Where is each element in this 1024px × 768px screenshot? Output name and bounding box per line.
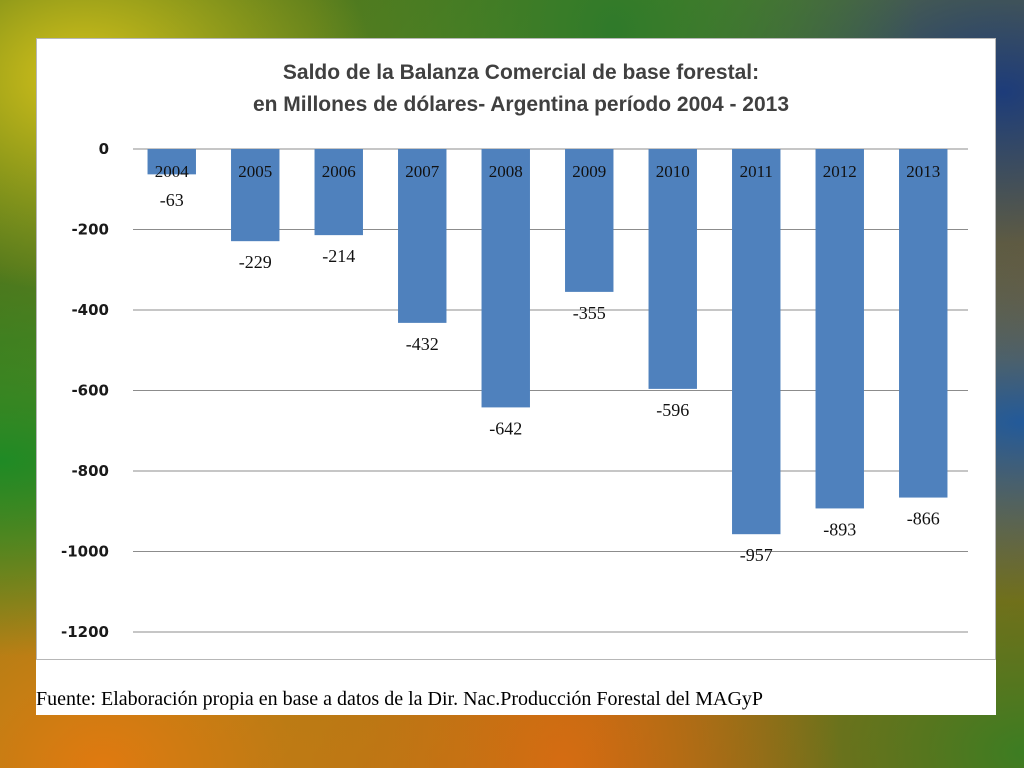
x-tick-label: 2004 — [155, 162, 190, 181]
chart-title: Saldo de la Balanza Comercial de base fo… — [283, 61, 759, 84]
y-tick-label: -200 — [71, 221, 109, 239]
x-tick-label: 2008 — [489, 162, 523, 181]
x-tick-label: 2006 — [322, 162, 356, 181]
data-label: -957 — [740, 545, 773, 565]
bar-2008 — [481, 149, 530, 408]
chart-area: Saldo de la Balanza Comercial de base fo… — [36, 38, 996, 660]
x-tick-label: 2013 — [906, 162, 940, 181]
x-tick-label: 2007 — [405, 162, 440, 181]
x-tick-label: 2012 — [823, 162, 857, 181]
data-label: -866 — [907, 509, 940, 529]
bar-2006 — [314, 149, 363, 236]
bar-2005 — [231, 149, 280, 242]
data-label: -63 — [160, 190, 184, 210]
bar-2013 — [899, 149, 948, 498]
x-tick-label: 2009 — [572, 162, 606, 181]
y-tick-label: -400 — [71, 301, 109, 319]
data-label: -642 — [489, 418, 522, 438]
chart-subtitle: en Millones de dólares- Argentina períod… — [253, 93, 789, 116]
data-label: -355 — [573, 303, 606, 323]
y-tick-label: -1200 — [61, 623, 109, 641]
bar-2009 — [565, 149, 614, 292]
bar-2011 — [732, 149, 781, 535]
bar-2012 — [815, 149, 864, 509]
y-tick-label: -1000 — [61, 543, 109, 561]
data-label: -214 — [322, 246, 355, 266]
x-tick-label: 2005 — [238, 162, 272, 181]
bar-2004 — [147, 149, 196, 175]
data-label: -893 — [823, 519, 856, 539]
bar-chart: Saldo de la Balanza Comercial de base fo… — [61, 61, 968, 641]
y-tick-label: -600 — [71, 382, 109, 400]
y-tick-label: 0 — [99, 140, 109, 158]
data-label: -432 — [406, 334, 439, 354]
data-label: -596 — [656, 400, 689, 420]
bar-2007 — [398, 149, 447, 323]
source-note: Fuente: Elaboración propia en base a dat… — [36, 688, 764, 710]
x-tick-label: 2011 — [740, 162, 773, 181]
slide-panel: Saldo de la Balanza Comercial de base fo… — [36, 38, 996, 715]
data-label: -229 — [239, 252, 272, 272]
bar-2010 — [648, 149, 697, 389]
y-tick-label: -800 — [71, 462, 109, 480]
x-tick-label: 2010 — [656, 162, 690, 181]
